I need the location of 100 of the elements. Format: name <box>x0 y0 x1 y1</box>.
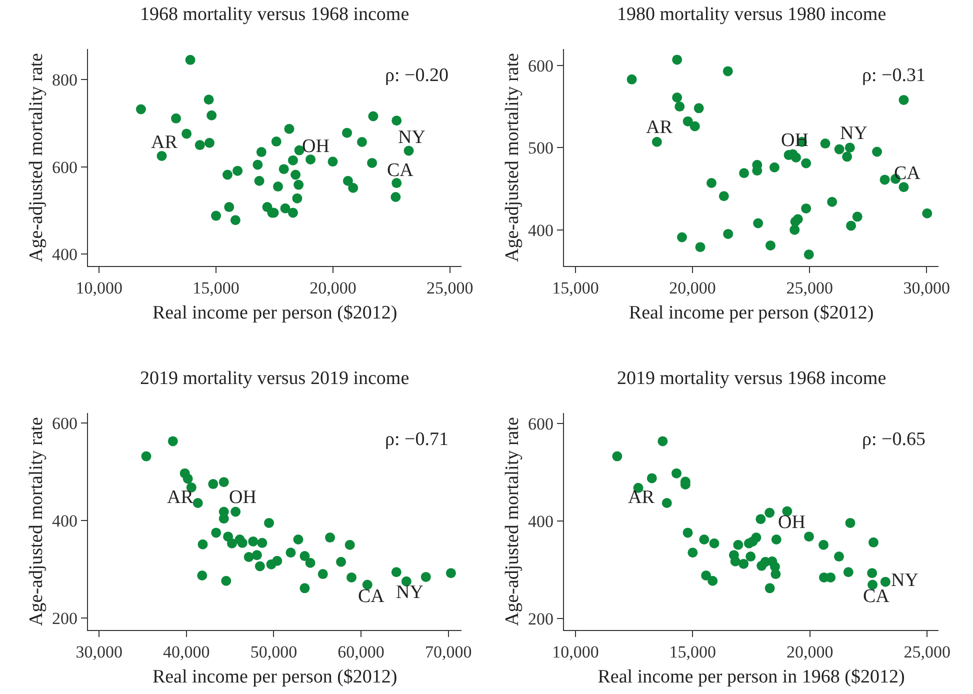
point <box>646 473 657 484</box>
point <box>751 532 762 543</box>
point <box>206 110 217 120</box>
point <box>257 538 268 548</box>
y-tick-label: 400 <box>52 511 78 530</box>
point <box>852 212 862 222</box>
point <box>248 536 258 546</box>
point <box>820 138 830 149</box>
annotation: ρ: −0.20 <box>385 65 448 86</box>
point <box>922 208 932 218</box>
y-tick-label: 400 <box>528 220 554 240</box>
point <box>682 116 693 126</box>
point <box>739 168 750 178</box>
point <box>230 215 240 226</box>
point <box>211 210 222 221</box>
x-tick-label: 30,000 <box>903 278 950 298</box>
point <box>208 479 218 490</box>
x-axis-title: Real income per person in 1968 ($2012) <box>598 666 905 688</box>
point <box>392 178 402 188</box>
point <box>325 532 336 543</box>
point <box>790 216 800 227</box>
y-tick-label: 500 <box>528 138 554 158</box>
annotation: CA <box>387 160 414 181</box>
point <box>348 182 358 193</box>
point <box>790 224 800 235</box>
point <box>252 550 262 560</box>
y-tick-label: 800 <box>52 70 78 90</box>
point <box>218 477 229 488</box>
point <box>804 532 814 542</box>
point <box>336 556 346 567</box>
annotation: NY <box>396 582 424 603</box>
point <box>237 538 248 548</box>
point <box>356 137 367 147</box>
point <box>827 196 838 207</box>
point <box>252 160 263 170</box>
point <box>826 572 836 582</box>
y-axis-title: Age-adjusted mortality rate <box>26 417 47 626</box>
annotation: ρ: −0.31 <box>862 65 926 86</box>
point <box>708 576 718 586</box>
point <box>286 548 296 558</box>
point <box>244 552 254 562</box>
point <box>695 242 706 252</box>
point <box>753 218 764 228</box>
point <box>264 518 274 528</box>
point <box>226 538 237 548</box>
point <box>834 144 844 154</box>
point <box>652 136 662 147</box>
point <box>718 191 729 202</box>
x-axis-title: Real income per person ($2012) <box>152 302 398 324</box>
point <box>318 569 328 580</box>
annotation: CA <box>863 586 890 607</box>
point <box>230 506 241 517</box>
point <box>300 583 310 594</box>
point <box>328 156 338 167</box>
point <box>868 537 878 548</box>
point <box>801 203 812 214</box>
point <box>746 552 756 562</box>
point <box>694 103 704 114</box>
annotation: NY <box>398 127 426 148</box>
point <box>288 155 298 166</box>
point <box>872 146 882 157</box>
chart-title: 2019 mortality versus 2019 income <box>140 368 410 389</box>
point <box>367 158 378 168</box>
point <box>392 116 402 126</box>
point <box>722 66 733 76</box>
chart-title: 1980 mortality versus 1980 income <box>617 4 886 25</box>
annotation: AR <box>167 487 194 508</box>
point <box>733 540 744 550</box>
y-axis-title: Age-adjusted mortality rate <box>26 53 47 262</box>
point <box>880 576 890 587</box>
point <box>867 568 878 578</box>
point <box>342 176 353 186</box>
point <box>818 540 829 550</box>
point <box>701 570 712 581</box>
annotation: CA <box>358 586 385 607</box>
point <box>898 182 909 192</box>
point <box>770 569 781 580</box>
x-tick-label: 20,000 <box>310 278 356 298</box>
point <box>738 558 749 569</box>
x-axis-title: Real income per person ($2012) <box>152 666 398 688</box>
point <box>346 572 357 582</box>
x-tick-label: 70,000 <box>424 642 472 662</box>
annotation: AR <box>151 132 178 153</box>
point <box>278 164 289 174</box>
annotation: ρ: −0.65 <box>862 429 926 450</box>
x-tick-label: 15,000 <box>669 642 716 662</box>
point <box>682 528 693 538</box>
point <box>845 518 856 528</box>
x-tick-label: 10,000 <box>76 278 122 298</box>
point <box>197 570 208 581</box>
point <box>342 128 352 138</box>
point <box>709 538 720 548</box>
y-axis-title: Age-adjusted mortality rate <box>502 53 523 262</box>
point <box>182 474 193 484</box>
point <box>232 166 243 176</box>
point <box>204 138 214 148</box>
point <box>362 580 372 590</box>
point <box>344 540 355 550</box>
point <box>192 498 203 508</box>
point <box>306 154 316 164</box>
